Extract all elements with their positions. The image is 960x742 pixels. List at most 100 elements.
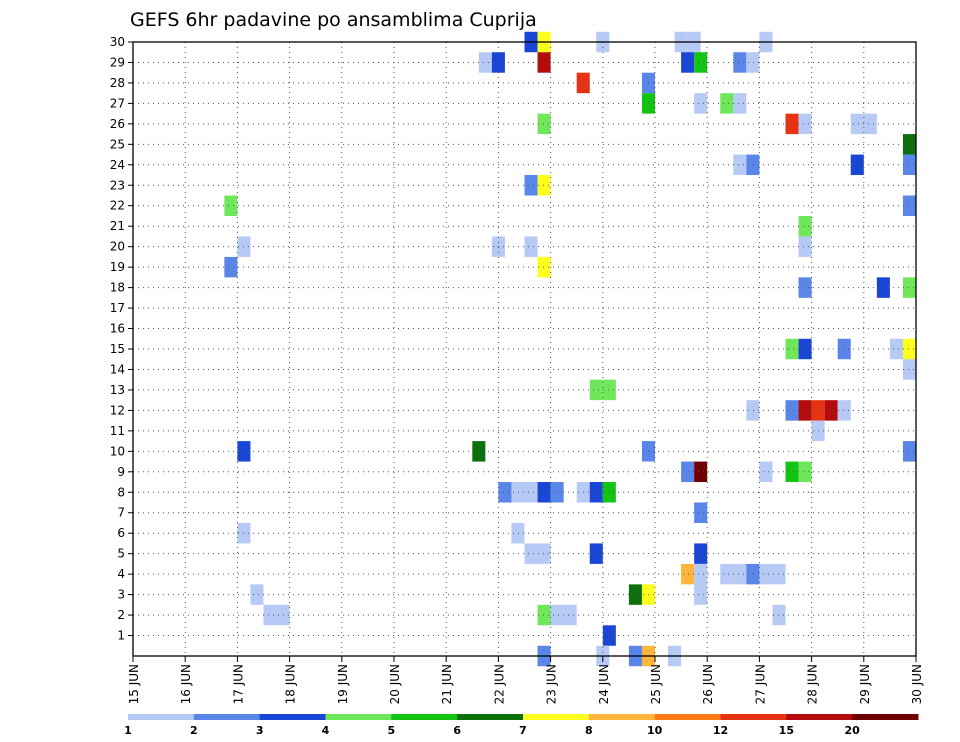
y-tick-label: 28 (110, 76, 125, 90)
colorbar-swatch (391, 714, 458, 720)
precip-cell (824, 400, 838, 421)
y-axis: 1234567891011121314151617181920212223242… (110, 35, 133, 643)
precip-cell (537, 482, 551, 503)
colorbar-label: 10 (647, 724, 663, 737)
colorbar-swatch (128, 714, 195, 720)
y-tick-label: 14 (110, 362, 125, 376)
precip-cell (785, 461, 799, 483)
colorbar-swatch (325, 714, 392, 720)
precip-cell (902, 338, 916, 360)
precip-cell (902, 195, 916, 216)
precip-cell (511, 482, 525, 503)
y-tick-label: 30 (110, 35, 125, 49)
chart-title: GEFS 6hr padavine po ansamblima Cuprija (130, 9, 537, 31)
y-tick-label: 15 (110, 342, 125, 356)
precip-cell (524, 175, 538, 196)
colorbar-swatch (720, 714, 787, 720)
x-tick-label: 28 JUN (806, 664, 820, 704)
y-tick-label: 8 (117, 485, 125, 499)
x-tick-label: 23 JUN (545, 664, 559, 704)
precip-cell (798, 338, 812, 360)
x-tick-label: 22 JUN (492, 664, 506, 704)
y-tick-label: 24 (110, 158, 125, 172)
precip-cell (733, 93, 747, 114)
y-tick-label: 3 (117, 588, 125, 602)
x-tick-label: 19 JUN (336, 664, 350, 704)
colorbar-swatch (523, 714, 590, 720)
x-tick-label: 17 JUN (231, 664, 245, 704)
precip-cell (263, 604, 277, 626)
precip-cell (681, 52, 695, 73)
precip-cell (889, 338, 903, 360)
precip-cell (759, 461, 773, 483)
precip-cell (850, 154, 864, 176)
precip-cell (798, 277, 812, 298)
colorbar-swatch (193, 714, 261, 720)
colorbar: 1 2 3 4 5 6 7 8 10 12 15 20 (124, 714, 919, 737)
y-tick-label: 16 (110, 322, 125, 336)
grid-layer (132, 41, 917, 656)
x-tick-label: 30 JUN (910, 664, 924, 704)
precip-cell (746, 52, 760, 73)
x-tick-label: 26 JUN (701, 664, 715, 704)
precip-cell (537, 113, 551, 135)
colorbar-swatch (259, 714, 326, 720)
colorbar-swatch (786, 714, 853, 720)
y-tick-label: 11 (110, 424, 125, 438)
precip-cell (589, 543, 603, 564)
y-tick-label: 12 (110, 403, 125, 417)
precip-cell (746, 400, 760, 421)
x-tick-label: 27 JUN (753, 664, 767, 704)
colorbar-label: 5 (388, 724, 396, 737)
precip-cell (628, 584, 642, 605)
colorbar-label: 2 (190, 724, 198, 737)
precip-cell (759, 563, 773, 585)
precip-cell (746, 563, 760, 585)
precip-cell (537, 52, 551, 73)
x-axis: 15 JUN 16 JUN 17 JUN 18 JUN 19 JUN 20 JUN 21 J… (127, 656, 924, 704)
x-tick-label: 29 JUN (858, 664, 872, 704)
precip-cell (694, 502, 708, 523)
precip-cell (733, 563, 747, 585)
x-tick-label: 24 JUN (597, 664, 611, 704)
x-tick-label: 16 JUN (179, 664, 193, 704)
precip-cell (837, 338, 851, 360)
precip-cell (798, 400, 812, 421)
y-tick-label: 10 (110, 444, 125, 458)
precip-cell (785, 338, 799, 360)
precip-cell (733, 154, 747, 176)
precip-cell (537, 604, 551, 626)
colorbar-label: 6 (453, 724, 461, 737)
precip-cell (902, 277, 916, 298)
precip-cell (550, 482, 564, 503)
y-tick-label: 9 (117, 465, 125, 479)
y-tick-label: 25 (110, 137, 125, 151)
y-tick-label: 22 (110, 199, 125, 213)
precip-cell (250, 584, 264, 605)
y-tick-label: 27 (110, 96, 125, 110)
x-tick-label: 15 JUN (127, 664, 141, 704)
x-tick-label: 25 JUN (649, 664, 663, 704)
precip-cell (720, 93, 734, 114)
precip-cell (524, 482, 538, 503)
precip-cell (224, 195, 238, 216)
precip-cell (511, 522, 525, 544)
colorbar-swatch (654, 714, 721, 720)
precip-cell (798, 113, 812, 135)
precip-cell (837, 400, 851, 421)
y-tick-label: 19 (110, 260, 125, 274)
colorbar-swatch (457, 714, 524, 720)
precip-cell (550, 604, 564, 626)
precip-cell (902, 359, 916, 380)
precip-cell (694, 563, 708, 585)
precip-cell (798, 215, 812, 237)
precip-cell (224, 256, 238, 278)
precip-cell (798, 236, 812, 257)
precip-cell (785, 400, 799, 421)
precip-cell (602, 379, 616, 401)
precip-cell (602, 625, 616, 646)
precip-cell (720, 563, 734, 585)
precip-cell (733, 52, 747, 73)
precip-cell (589, 482, 603, 503)
x-tick-label: 20 JUN (388, 664, 402, 704)
